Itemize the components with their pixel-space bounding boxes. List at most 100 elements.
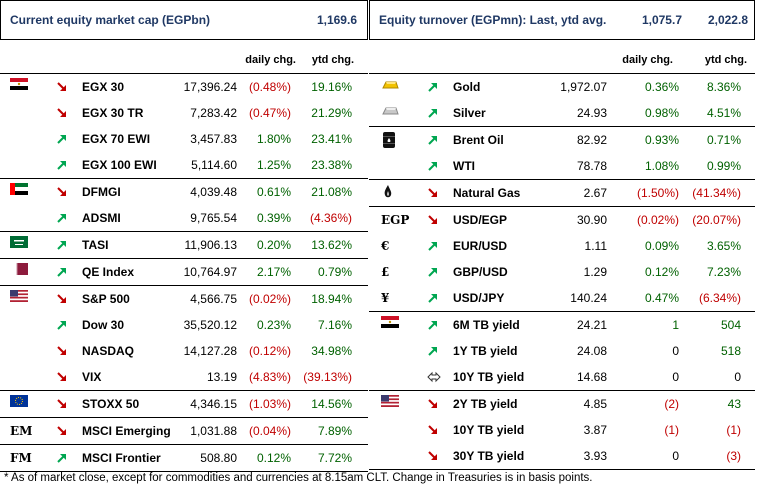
turnover-last-value: 1,075.7 xyxy=(641,13,682,27)
row-symbol: ¥ xyxy=(381,291,390,305)
row-ytd-change: 0.71% xyxy=(706,133,741,147)
row-value: 3,457.83 xyxy=(190,132,237,146)
row-daily-change: (0.02%) xyxy=(636,213,679,227)
turnover-header-title: Equity turnover (EGPmn): Last, ytd avg. xyxy=(379,13,607,27)
row-ytd-change: 7.23% xyxy=(706,265,741,279)
table-row: £ GBP/USD 1.29 0.12% 7.23% xyxy=(369,259,755,285)
row-name: ADSMI xyxy=(82,211,121,225)
row-name: Dow 30 xyxy=(82,318,125,332)
row-daily-change: (0.04%) xyxy=(248,424,291,438)
qatar-flag-icon xyxy=(10,263,28,278)
row-daily-change: (1.03%) xyxy=(248,397,291,411)
row-name: 1Y TB yield xyxy=(453,344,518,358)
row-ytd-change: 0 xyxy=(734,370,741,384)
row-ytd-change: 19.16% xyxy=(311,80,352,94)
table-row: EGX 70 EWI 3,457.83 1.80% 23.41% xyxy=(0,126,368,152)
row-daily-change: 0.20% xyxy=(256,238,291,252)
ytd-change-header: ytd chg. xyxy=(311,54,354,66)
row-name: USD/EGP xyxy=(453,213,508,227)
table-row: 1Y TB yield 24.08 0 518 xyxy=(369,338,755,364)
row-ytd-change: (3) xyxy=(726,449,741,463)
row-ytd-change: (39.13%) xyxy=(303,370,352,384)
row-symbol: € xyxy=(381,239,390,253)
arrow-down-icon xyxy=(427,450,439,462)
row-ytd-change: 3.65% xyxy=(706,239,741,253)
row-daily-change: 0.47% xyxy=(644,291,679,305)
arrow-flat-icon xyxy=(427,371,441,383)
table-row: EGP USD/EGP 30.90 (0.02%) (20.07%) xyxy=(369,207,755,233)
row-ytd-change: 21.08% xyxy=(311,185,352,199)
equity-header-title: Current equity market cap (EGPbn) xyxy=(10,13,211,27)
row-ytd-change: 23.41% xyxy=(311,132,352,146)
row-name: EGX 70 EWI xyxy=(82,132,151,146)
row-daily-change: 0.98% xyxy=(644,106,679,120)
row-value: 1.29 xyxy=(583,265,607,279)
egypt-flag-icon xyxy=(381,316,399,331)
row-daily-change: (1) xyxy=(664,423,679,437)
arrow-up-icon xyxy=(427,134,439,146)
row-name: EGX 30 xyxy=(82,80,125,94)
row-ytd-change: 14.56% xyxy=(311,397,352,411)
row-name: EGX 100 EWI xyxy=(82,158,157,172)
oil-barrel-icon xyxy=(381,131,397,152)
turnover-ytd-avg-value: 2,022.8 xyxy=(707,13,748,27)
row-daily-change: (2) xyxy=(664,397,679,411)
gold-bar-icon xyxy=(381,78,399,95)
row-daily-change: 0.09% xyxy=(644,239,679,253)
turnover-header: Equity turnover (EGPmn): Last, ytd avg. … xyxy=(369,0,755,40)
commodities-table: Equity turnover (EGPmn): Last, ytd avg. … xyxy=(369,0,755,470)
row-ytd-change: (41.34%) xyxy=(692,186,741,200)
table-row: Silver 24.93 0.98% 4.51% xyxy=(369,100,755,127)
row-daily-change: 0.39% xyxy=(256,211,291,225)
equity-header-value: 1,169.6 xyxy=(316,13,357,27)
row-symbol: EGP xyxy=(381,213,410,227)
arrow-up-icon xyxy=(56,133,68,145)
row-ytd-change: 504 xyxy=(720,318,741,332)
row-daily-change: 0.61% xyxy=(256,185,291,199)
arrow-down-icon xyxy=(427,398,439,410)
row-value: 5,114.60 xyxy=(191,158,237,172)
row-daily-change: 0.23% xyxy=(256,318,291,332)
row-name: MSCI Emerging xyxy=(82,424,171,438)
equity-header: Current equity market cap (EGPbn) 1,169.… xyxy=(0,0,368,40)
row-value: 17,396.24 xyxy=(183,80,237,94)
row-value: 14,127.28 xyxy=(183,344,237,358)
daily-change-header: daily chg. xyxy=(622,54,673,66)
table-row: 10Y TB yield 3.87 (1) (1) xyxy=(369,417,755,443)
row-name: 10Y TB yield xyxy=(453,423,525,437)
row-value: 35,520.12 xyxy=(183,318,237,332)
arrow-up-icon xyxy=(427,292,439,304)
row-ytd-change: 23.38% xyxy=(311,158,352,172)
row-symbol: FM xyxy=(10,451,32,465)
row-ytd-change: 13.62% xyxy=(311,238,352,252)
row-value: 4,566.75 xyxy=(190,292,237,306)
row-value: 9,765.54 xyxy=(190,211,237,225)
row-ytd-change: 7.89% xyxy=(317,424,352,438)
arrow-down-icon xyxy=(427,214,439,226)
egypt-flag-icon xyxy=(10,78,28,93)
row-value: 7,283.42 xyxy=(190,106,237,120)
arrow-up-icon xyxy=(427,266,439,278)
arrow-up-icon xyxy=(427,160,439,172)
row-value: 4.85 xyxy=(583,397,607,411)
arrow-down-icon xyxy=(427,187,439,199)
table-row: ADSMI 9,765.54 0.39% (4.36%) xyxy=(0,205,368,232)
row-ytd-change: 8.36% xyxy=(706,80,741,94)
row-ytd-change: 0.99% xyxy=(706,159,741,173)
row-ytd-change: 0.79% xyxy=(317,265,352,279)
table-row: S&P 500 4,566.75 (0.02%) 18.94% xyxy=(0,286,368,312)
table-row: EM MSCI Emerging 1,031.88 (0.04%) 7.89% xyxy=(0,418,368,445)
us-flag-icon xyxy=(381,395,399,410)
daily-change-header: daily chg. xyxy=(245,54,296,66)
row-daily-change: 0.93% xyxy=(644,133,679,147)
row-daily-change: 1.80% xyxy=(256,132,291,146)
row-ytd-change: 18.94% xyxy=(311,292,352,306)
arrow-up-icon xyxy=(427,319,439,331)
arrow-up-icon xyxy=(56,212,68,224)
row-ytd-change: (6.34%) xyxy=(698,291,741,305)
table-row: WTI 78.78 1.08% 0.99% xyxy=(369,153,755,180)
row-daily-change: 0.12% xyxy=(644,265,679,279)
row-value: 24.93 xyxy=(576,106,607,120)
row-name: 6M TB yield xyxy=(453,318,520,332)
us-flag-icon xyxy=(10,290,28,305)
